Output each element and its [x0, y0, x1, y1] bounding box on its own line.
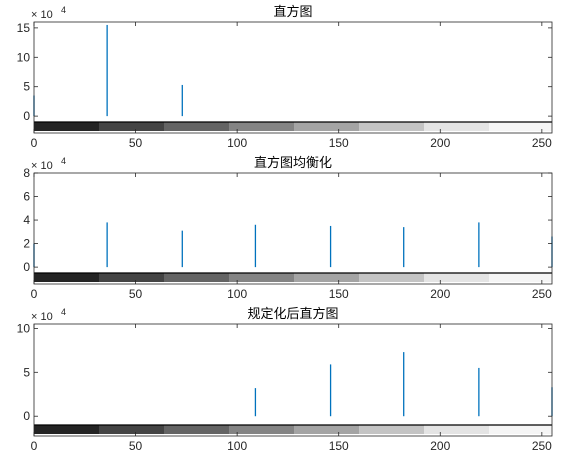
plot-area — [34, 173, 552, 284]
gray-level-segment — [34, 273, 100, 282]
gray-level-segment — [489, 122, 552, 131]
x-tick-label: 200 — [430, 439, 450, 453]
x-tick-label: 100 — [227, 287, 247, 301]
x-tick-label: 50 — [129, 439, 143, 453]
y-tick-label: 10 — [17, 50, 31, 64]
y-tick-label: 0 — [23, 109, 30, 123]
plot-area — [34, 22, 552, 133]
gray-level-segment — [229, 273, 295, 282]
gray-level-segment — [229, 122, 295, 131]
x-tick-label: 50 — [129, 136, 143, 150]
gray-level-segment — [359, 273, 425, 282]
gray-level-segment — [424, 122, 490, 131]
y-exponent-power: 4 — [61, 307, 66, 317]
x-tick-label: 50 — [129, 287, 143, 301]
y-tick-label: 6 — [23, 190, 30, 204]
gray-level-segment — [34, 425, 100, 434]
y-exponent-label: × 10 — [31, 311, 53, 323]
gray-level-segment — [99, 273, 165, 282]
x-tick-label: 150 — [329, 136, 349, 150]
chart-title: 规定化后直方图 — [247, 306, 338, 321]
chart-title: 直方图均衡化 — [254, 155, 332, 170]
x-tick-label: 0 — [31, 136, 38, 150]
x-tick-label: 0 — [31, 439, 38, 453]
x-tick-label: 0 — [31, 287, 38, 301]
gray-level-segment — [99, 122, 165, 131]
axes-frame — [33, 172, 553, 285]
plot-area — [34, 324, 552, 436]
gray-level-segment — [294, 273, 360, 282]
gray-level-segment — [424, 273, 490, 282]
x-tick-label: 150 — [329, 287, 349, 301]
axes-frame — [33, 21, 553, 134]
gray-level-segment — [294, 122, 360, 131]
chart-title: 直方图 — [273, 4, 312, 19]
gray-level-segment — [229, 425, 295, 434]
gray-level-segment — [359, 122, 425, 131]
gray-level-segment — [164, 273, 230, 282]
y-tick-label: 2 — [23, 237, 30, 251]
gray-level-segment — [489, 425, 552, 434]
histogram-panel-1: 0 50 100 150 200 250 0 5 10 15× 10 4 直方图 — [17, 4, 553, 150]
x-tick-label: 250 — [532, 287, 552, 301]
x-tick-label: 100 — [227, 439, 247, 453]
histogram-panel-3: 0 50 100 150 200 250 0 5 10× 10 4 规定化后直方图 — [17, 306, 553, 453]
axes-frame — [33, 323, 553, 437]
y-tick-label: 4 — [23, 213, 30, 227]
y-tick-label: 5 — [23, 365, 30, 379]
x-tick-label: 200 — [430, 287, 450, 301]
x-tick-label: 250 — [532, 439, 552, 453]
gray-level-segment — [359, 425, 425, 434]
y-exponent-label: × 10 — [31, 9, 53, 21]
gray-level-segment — [424, 425, 490, 434]
gray-level-segment — [34, 122, 100, 131]
x-tick-label: 100 — [227, 136, 247, 150]
y-exponent-label: × 10 — [31, 160, 53, 172]
y-exponent-power: 4 — [61, 156, 66, 166]
x-tick-label: 150 — [329, 439, 349, 453]
x-tick-label: 250 — [532, 136, 552, 150]
gray-level-segment — [99, 425, 165, 434]
gray-level-segment — [164, 425, 230, 434]
gray-level-segment — [294, 425, 360, 434]
y-tick-label: 5 — [23, 80, 30, 94]
y-tick-label: 15 — [17, 21, 31, 35]
x-tick-label: 200 — [430, 136, 450, 150]
gray-level-segment — [164, 122, 230, 131]
y-exponent-power: 4 — [61, 5, 66, 15]
y-tick-label: 0 — [23, 409, 30, 423]
histogram-panel-2: 0 50 100 150 200 250 0 2 4 6 8 × 10 4 直方图均衡化 — [23, 155, 553, 301]
y-tick-label: 8 — [23, 166, 30, 180]
y-tick-label: 0 — [23, 260, 30, 274]
y-tick-label: 10 — [17, 321, 31, 335]
gray-level-segment — [489, 273, 552, 282]
